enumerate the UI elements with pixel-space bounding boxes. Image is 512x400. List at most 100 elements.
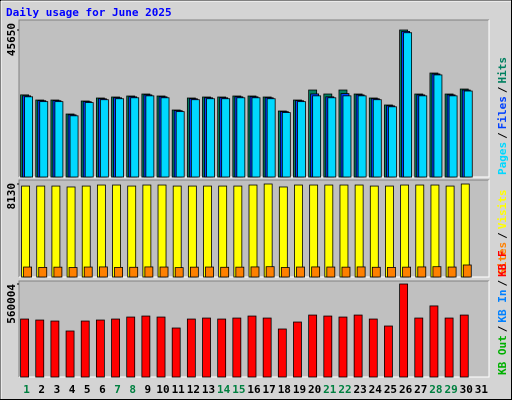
x-tick-label: 27 [414, 383, 427, 396]
bar [220, 266, 230, 278]
legend-entry: Visits [496, 190, 509, 230]
x-tick-label: 30 [460, 383, 473, 396]
legend-separator: / [496, 86, 509, 93]
bar [50, 320, 60, 378]
bar [356, 266, 366, 278]
bar [402, 266, 412, 278]
x-tick-label: 5 [84, 383, 91, 396]
x-tick-label: 13 [202, 383, 215, 396]
panel-bevel [18, 19, 489, 177]
bar [236, 97, 246, 178]
y-tick-label: 45650 [5, 23, 18, 56]
bar [20, 318, 29, 378]
bar [353, 314, 363, 378]
bar [339, 184, 349, 278]
y-tick-label: 560004 [5, 284, 18, 324]
bar [444, 317, 454, 378]
bar [296, 266, 305, 278]
bar [145, 95, 155, 178]
bar [262, 317, 272, 378]
bar [463, 90, 473, 178]
bar [432, 266, 442, 278]
bar [354, 184, 364, 278]
bar [83, 266, 93, 278]
legend-entry: Hits [496, 57, 509, 84]
bar [221, 98, 231, 178]
legend: Pages / Files / Hits [496, 57, 509, 175]
bar [171, 327, 181, 378]
x-tick-label: 8 [129, 383, 136, 396]
bar [399, 283, 409, 378]
bar [111, 318, 120, 378]
x-tick-label: 17 [263, 383, 276, 396]
bar [115, 98, 124, 178]
bar [308, 314, 318, 378]
bar [217, 318, 227, 378]
chart-title: Daily usage for June 2025 [6, 6, 172, 19]
bar [98, 266, 108, 278]
bar [142, 184, 152, 278]
bar [160, 97, 170, 178]
bar [251, 97, 261, 178]
bar [51, 185, 61, 278]
bar [175, 111, 185, 178]
bar [68, 267, 78, 278]
bar [250, 266, 260, 278]
bar [53, 266, 63, 278]
bar [235, 266, 245, 278]
x-tick-label: 12 [187, 383, 200, 396]
bar [81, 185, 91, 278]
x-tick-label: 2 [38, 383, 45, 396]
bar [372, 99, 382, 178]
bar [206, 98, 215, 178]
bar [263, 183, 273, 278]
x-tick-label: 16 [247, 383, 261, 396]
bar [203, 185, 212, 278]
x-tick-label: 15 [232, 383, 245, 396]
bar [341, 266, 351, 278]
bar [38, 266, 48, 278]
bar [141, 315, 151, 378]
bar [174, 267, 184, 278]
bar [327, 97, 337, 178]
legend-separator: / [496, 280, 509, 287]
bar [280, 267, 290, 278]
legend-entry: KB Out [496, 335, 509, 375]
bar [433, 74, 443, 178]
panel-bevel [18, 280, 489, 377]
bar [80, 320, 90, 378]
x-tick-label: 25 [384, 383, 397, 396]
legend-entry: KB F [496, 250, 509, 277]
bar [35, 319, 45, 378]
bar [462, 264, 472, 278]
bar [418, 95, 428, 178]
legend-entry: Files [496, 96, 509, 129]
bar [99, 99, 109, 178]
x-tick-label: 23 [354, 383, 367, 396]
bar [338, 316, 348, 378]
bar [247, 315, 257, 378]
bar [95, 319, 105, 378]
bar [190, 99, 200, 178]
x-tick-label: 1 [23, 383, 30, 396]
bar [323, 315, 333, 378]
x-tick-label: 24 [369, 383, 383, 396]
bar [417, 266, 427, 278]
bar [159, 266, 169, 278]
bar [66, 186, 76, 278]
bar [278, 186, 288, 278]
bar [114, 266, 123, 278]
legend-separator: / [496, 325, 509, 332]
bar [69, 115, 79, 178]
bar [281, 112, 291, 178]
bar [324, 184, 334, 278]
bar [385, 185, 394, 278]
legend: Sites / Visits [496, 190, 509, 276]
bar [371, 266, 381, 278]
x-tick-label: 20 [308, 383, 321, 396]
bar [415, 184, 425, 278]
x-tick-label: 22 [338, 383, 351, 396]
bar [157, 184, 167, 278]
bar [129, 266, 139, 278]
